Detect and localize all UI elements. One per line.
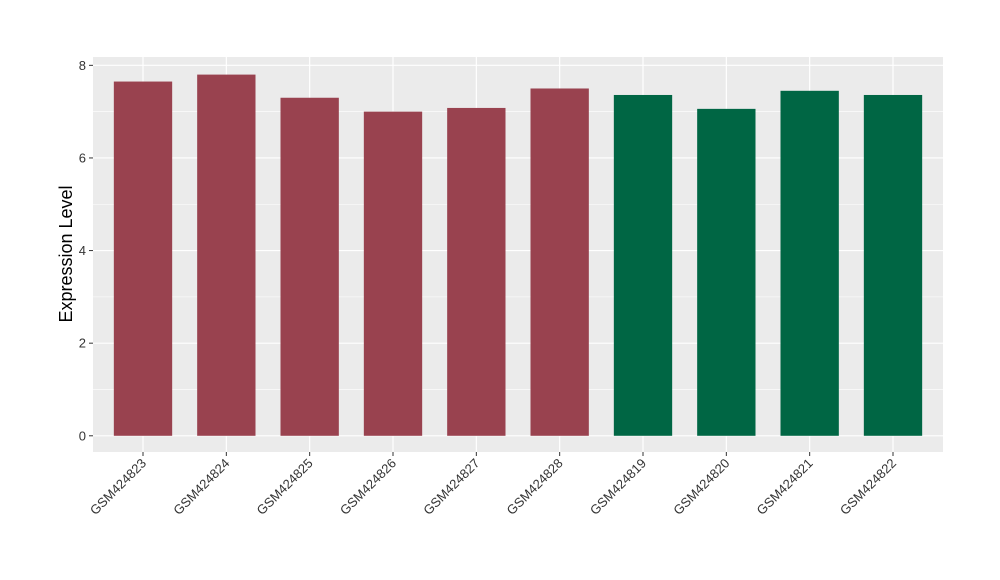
bars <box>113 74 923 436</box>
y-axis: 0 2 4 6 8 <box>79 58 93 443</box>
x-tick-label: GSM424828 <box>504 456 566 518</box>
y-tick-label: 0 <box>79 428 86 443</box>
bar-GSM424819 <box>613 94 673 436</box>
x-tick-label: GSM424826 <box>337 456 399 518</box>
x-tick-label: GSM424822 <box>837 456 899 518</box>
bar-GSM424828 <box>530 88 589 436</box>
bar-GSM424822 <box>863 94 923 436</box>
bar-GSM424823 <box>113 81 173 436</box>
x-tick-label: GSM424821 <box>754 456 816 518</box>
x-tick-label: GSM424825 <box>254 456 316 518</box>
x-tick-label: GSM424820 <box>670 456 732 518</box>
y-axis-title: Expression Level <box>56 185 76 322</box>
bar-GSM424827 <box>447 107 506 436</box>
y-tick-label: 6 <box>79 150 86 165</box>
x-tick-label: GSM424819 <box>587 456 649 518</box>
bar-GSM424824 <box>197 74 256 436</box>
y-tick-label: 8 <box>79 58 86 73</box>
x-axis: GSM424823 GSM424824 GSM424825 GSM424826 GSM4… <box>87 452 899 518</box>
y-tick-label: 4 <box>79 243 86 258</box>
x-tick-label: GSM424827 <box>420 456 482 518</box>
x-tick-label: GSM424824 <box>170 456 232 518</box>
y-tick-label: 2 <box>79 336 86 351</box>
bar-GSM424826 <box>363 111 423 436</box>
bar-GSM424820 <box>697 108 756 436</box>
x-tick-label: GSM424823 <box>87 456 149 518</box>
bar-GSM424821 <box>780 90 839 436</box>
bar-GSM424825 <box>280 97 339 436</box>
